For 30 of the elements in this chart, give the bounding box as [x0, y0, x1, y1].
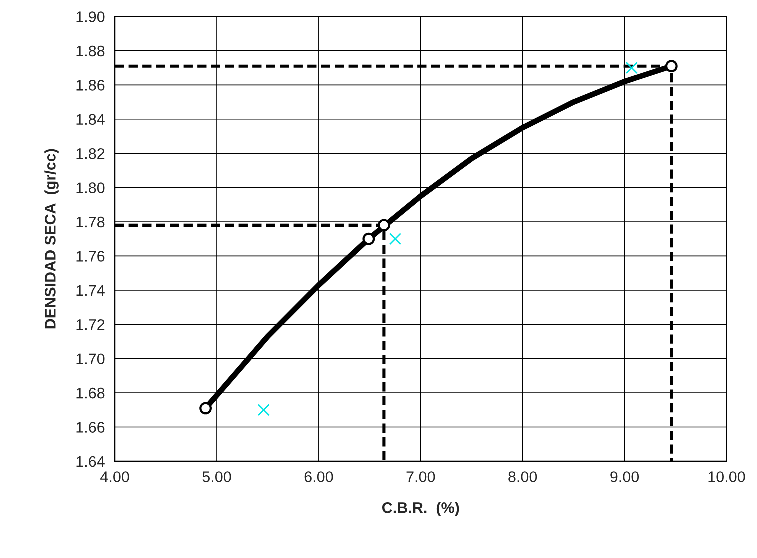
y-tick-label: 1.88: [76, 46, 105, 57]
y-tick-label: 1.74: [76, 285, 105, 296]
y-tick-label: 1.84: [76, 114, 105, 126]
y-tick-label: 1.90: [76, 12, 105, 22]
x-tick-label: 7.00: [406, 472, 436, 482]
x-tick-label: 4.00: [100, 472, 130, 482]
point: [362, 232, 376, 246]
y-tick-label: 1.66: [76, 422, 105, 433]
point: [626, 62, 638, 74]
x-tick-label: 5.00: [202, 472, 232, 482]
x-tick-label: 6.00: [304, 472, 334, 482]
y-tick-label: 1.78: [76, 216, 105, 228]
x-tick-label: 10.00: [708, 472, 746, 482]
point: [389, 233, 402, 246]
y-tick-label: 1.68: [76, 388, 105, 399]
x-tick-label: 9.00: [610, 472, 640, 482]
x-axis-title: C.B.R. (%): [382, 502, 460, 516]
y-tick-label: 1.76: [76, 251, 105, 262]
y-tick-label: 1.86: [76, 80, 105, 91]
y-axis-title: DENSIDAD SECA (gr/cc): [44, 149, 59, 329]
y-tick-label: 1.80: [76, 182, 105, 194]
point: [258, 404, 270, 416]
point: [378, 219, 390, 232]
point: [200, 402, 212, 415]
y-tick-label: 1.70: [76, 354, 105, 365]
point: [665, 60, 678, 73]
y-tick-label: 1.72: [76, 319, 105, 330]
x-tick-label: 8.00: [508, 472, 538, 482]
y-tick-label: 1.64: [76, 456, 105, 468]
y-tick-label: 1.82: [76, 148, 105, 160]
